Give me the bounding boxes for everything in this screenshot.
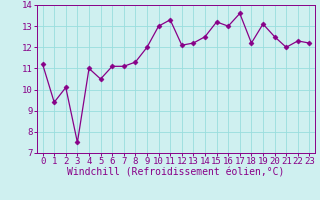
X-axis label: Windchill (Refroidissement éolien,°C): Windchill (Refroidissement éolien,°C): [67, 168, 285, 178]
